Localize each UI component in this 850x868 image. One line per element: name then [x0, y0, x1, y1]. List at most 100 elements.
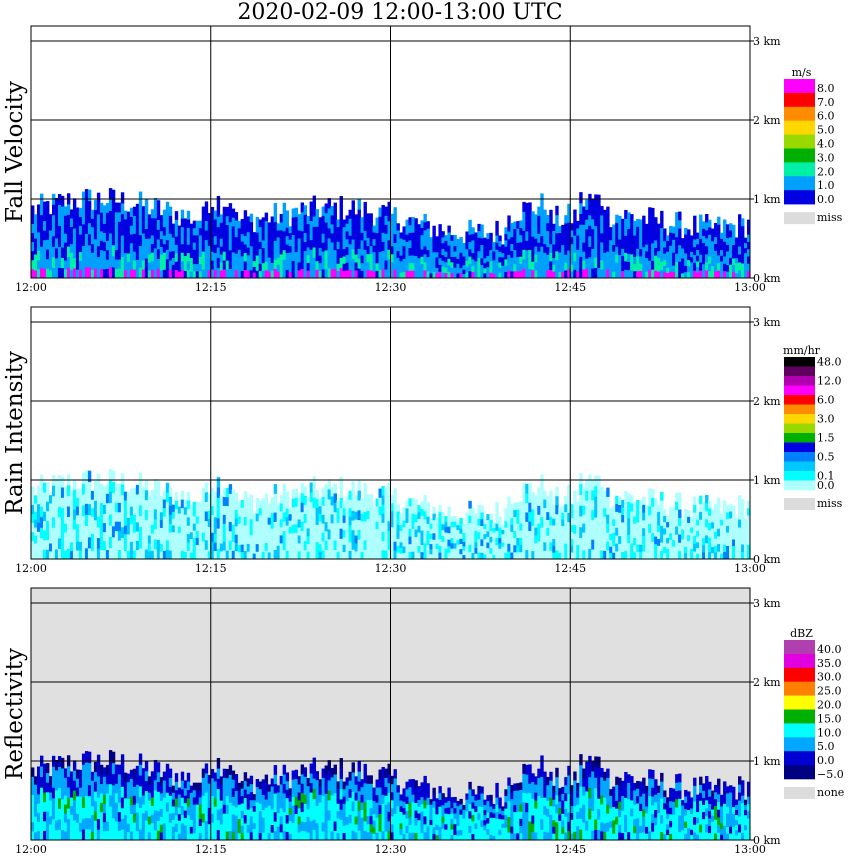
heatmap-cell: [108, 817, 113, 830]
heatmap-cell: [186, 235, 191, 245]
heatmap-cell: [276, 517, 281, 526]
heatmap-cell: [519, 515, 523, 524]
heatmap-cell: [477, 538, 481, 546]
heatmap-cell: [675, 509, 679, 519]
heatmap-cell: [297, 776, 302, 785]
heatmap-cell: [63, 242, 68, 252]
heatmap-cell: [669, 519, 673, 527]
heatmap-cell: [372, 820, 376, 828]
heatmap-cell: [504, 514, 508, 522]
heatmap-cell: [141, 242, 146, 252]
heatmap-cell: [594, 215, 598, 227]
heatmap-cell: [351, 210, 355, 221]
heatmap-cell: [369, 550, 373, 560]
heatmap-cell: [198, 811, 203, 819]
heatmap-cell: [150, 805, 155, 815]
heatmap-cell: [723, 241, 727, 250]
heatmap-cell: [393, 216, 397, 226]
heatmap-cell: [165, 530, 170, 541]
heatmap-cell: [552, 552, 556, 560]
heatmap-cell: [102, 232, 107, 243]
heatmap-cell: [543, 541, 547, 551]
heatmap-cell: [726, 512, 730, 520]
heatmap-cell: [72, 218, 77, 229]
heatmap-cell: [117, 249, 122, 260]
heatmap-cell: [375, 232, 379, 241]
heatmap-cell: [306, 247, 311, 256]
heatmap-cell: [423, 253, 427, 263]
heatmap-cell: [537, 269, 541, 279]
heatmap-cell: [168, 233, 173, 243]
heatmap-cell: [252, 232, 257, 239]
heatmap-cell: [117, 821, 122, 831]
heatmap-cell: [99, 512, 104, 522]
heatmap-cell: [213, 525, 218, 535]
heatmap-cell: [129, 506, 134, 516]
heatmap-cell: [303, 812, 308, 823]
heatmap-cell: [588, 527, 592, 539]
heatmap-cell: [492, 251, 496, 256]
legend-label: 1.5: [817, 432, 835, 445]
heatmap-cell: [537, 487, 541, 497]
heatmap-cell: [57, 257, 62, 268]
heatmap-cell: [348, 524, 352, 534]
heatmap-cell: [99, 821, 104, 832]
heatmap-cell: [42, 258, 47, 269]
heatmap-cell: [357, 490, 361, 501]
heatmap-cell: [486, 244, 490, 251]
heatmap-cell: [381, 232, 385, 242]
heatmap-cell: [303, 259, 308, 270]
heatmap-cell: [264, 269, 269, 279]
heatmap-cell: [180, 209, 185, 219]
heatmap-cell: [705, 229, 709, 239]
heatmap-cell: [699, 230, 703, 239]
heatmap-cell: [393, 514, 397, 524]
heatmap-cell: [366, 253, 370, 263]
heatmap-cell: [243, 227, 248, 237]
heatmap-cell: [318, 270, 322, 279]
heatmap-cell: [87, 211, 92, 224]
heatmap-cell: [306, 270, 311, 279]
heatmap-cell: [486, 514, 490, 521]
heatmap-cell: [576, 501, 580, 510]
heatmap-cell: [93, 549, 98, 560]
heatmap-cell: [87, 525, 92, 538]
heatmap-cell: [618, 543, 622, 552]
heatmap-cell: [423, 269, 427, 279]
heatmap-cell: [369, 245, 373, 255]
heatmap-cell: [330, 215, 334, 225]
heatmap-cell: [213, 235, 218, 245]
legend-label: 0.5: [817, 451, 835, 464]
heatmap-cell: [309, 482, 314, 493]
heatmap-cell: [99, 549, 104, 560]
heatmap-cell: [342, 507, 346, 516]
heatmap-cell: [555, 549, 559, 560]
heatmap-cell: [390, 269, 394, 279]
heatmap-cell: [36, 830, 41, 841]
heatmap-cell: [204, 268, 209, 279]
heatmap-cell: [414, 825, 418, 833]
heatmap-cell: [354, 776, 358, 785]
heatmap-cell: [192, 263, 197, 272]
heatmap-cell: [117, 811, 122, 822]
heatmap-cell: [243, 550, 248, 560]
heatmap-cell: [600, 523, 604, 533]
heatmap-cell: [663, 534, 667, 541]
heatmap-cell: [393, 251, 397, 261]
heatmap-cell: [39, 225, 44, 237]
heatmap-cell: [612, 231, 616, 239]
heatmap-cell: [741, 270, 745, 279]
heatmap-cell: [435, 257, 439, 263]
heatmap-cell: [138, 267, 143, 279]
heatmap-cell: [285, 210, 290, 220]
heatmap-cell: [441, 553, 445, 560]
heatmap-cell: [33, 254, 38, 263]
heatmap-cell: [315, 771, 319, 781]
heatmap-cell: [450, 553, 454, 560]
heatmap-cell: [279, 527, 284, 536]
heatmap-cell: [351, 772, 355, 783]
heatmap-cell: [81, 829, 86, 841]
heatmap-cell: [366, 269, 370, 279]
heatmap-cell: [486, 547, 490, 554]
heatmap-cell: [102, 205, 107, 215]
